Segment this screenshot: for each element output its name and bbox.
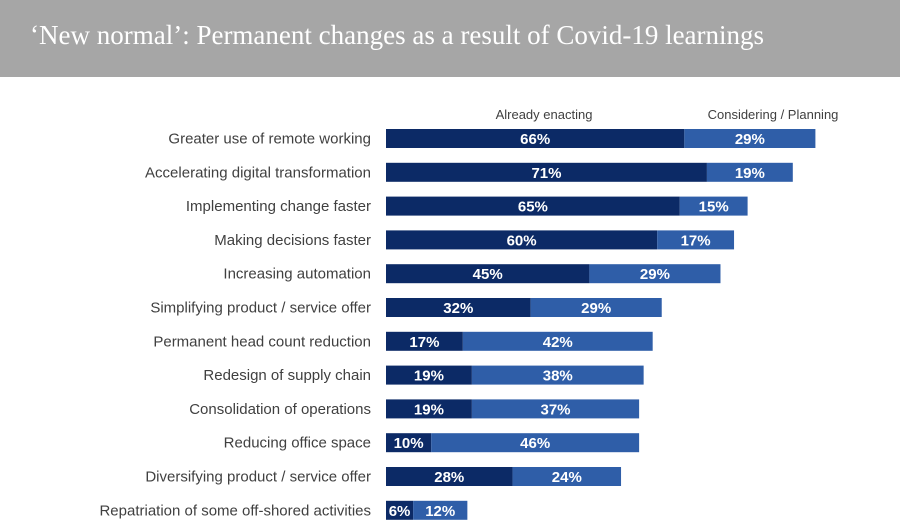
bar-considering-planning xyxy=(431,433,640,453)
data-label: 28% xyxy=(434,469,464,486)
bar-already-enacting xyxy=(386,230,658,250)
data-label: 29% xyxy=(581,300,611,317)
bar-already-enacting xyxy=(386,399,472,419)
data-label: 12% xyxy=(425,503,455,520)
bar-considering-planning xyxy=(462,331,653,351)
bar-considering-planning xyxy=(706,162,793,182)
category-label: Reducing office space xyxy=(224,435,371,452)
data-label: 17% xyxy=(409,334,439,351)
bar-considering-planning xyxy=(512,467,622,486)
data-label: 6% xyxy=(389,503,411,520)
bar-considering-planning xyxy=(413,500,468,520)
data-label: 65% xyxy=(518,199,548,216)
category-label: Greater use of remote working xyxy=(168,131,371,148)
title-bar: ‘New normal’: Permanent changes as a res… xyxy=(0,0,900,77)
bar-considering-planning xyxy=(530,298,662,317)
bar-already-enacting xyxy=(386,298,531,317)
data-label: 19% xyxy=(414,368,444,385)
category-label: Diversifying product / service offer xyxy=(145,469,371,486)
category-label: Consolidation of operations xyxy=(189,401,371,418)
category-label: Accelerating digital transformation xyxy=(145,164,371,181)
data-label: 17% xyxy=(681,232,711,249)
data-label: 71% xyxy=(531,165,561,182)
bar-considering-planning xyxy=(471,399,640,419)
bar-already-enacting xyxy=(386,433,432,453)
data-label: 42% xyxy=(543,334,573,351)
bar-already-enacting xyxy=(386,365,472,385)
category-label: Implementing change faster xyxy=(186,198,371,215)
bar-already-enacting xyxy=(386,264,590,284)
data-label: 10% xyxy=(394,435,424,452)
bar-considering-planning xyxy=(471,365,644,385)
bar-considering-planning xyxy=(684,129,816,148)
legend-already-enacting: Already enacting xyxy=(496,107,593,122)
category-label: Making decisions faster xyxy=(214,232,371,249)
data-label: 29% xyxy=(735,131,765,148)
bar-considering-planning xyxy=(679,196,748,216)
page-title: ‘New normal’: Permanent changes as a res… xyxy=(30,20,765,50)
bar-already-enacting xyxy=(386,500,414,520)
data-label: 24% xyxy=(552,469,582,486)
category-label: Repatriation of some off-shored activiti… xyxy=(99,502,371,519)
data-label: 66% xyxy=(520,131,550,148)
data-label: 45% xyxy=(473,266,503,283)
data-label: 19% xyxy=(414,401,444,418)
data-label: 32% xyxy=(443,300,473,317)
data-label: 15% xyxy=(699,199,729,216)
bar-already-enacting xyxy=(386,129,685,148)
category-label: Increasing automation xyxy=(223,266,371,283)
bar-considering-planning xyxy=(589,264,721,284)
data-label: 37% xyxy=(540,401,570,418)
bar-already-enacting xyxy=(386,331,463,351)
bar-already-enacting xyxy=(386,467,513,486)
data-label: 19% xyxy=(735,165,765,182)
bar-considering-planning xyxy=(657,230,735,250)
data-label: 46% xyxy=(520,435,550,452)
data-label: 38% xyxy=(543,368,573,385)
bar-already-enacting xyxy=(386,196,680,216)
category-label: Simplifying product / service offer xyxy=(150,300,371,317)
data-label: 29% xyxy=(640,266,670,283)
data-label: 60% xyxy=(507,232,537,249)
category-label: Redesign of supply chain xyxy=(203,367,371,384)
bar-already-enacting xyxy=(386,162,707,182)
category-label: Permanent head count reduction xyxy=(153,333,371,350)
legend-considering-planning: Considering / Planning xyxy=(708,107,839,122)
